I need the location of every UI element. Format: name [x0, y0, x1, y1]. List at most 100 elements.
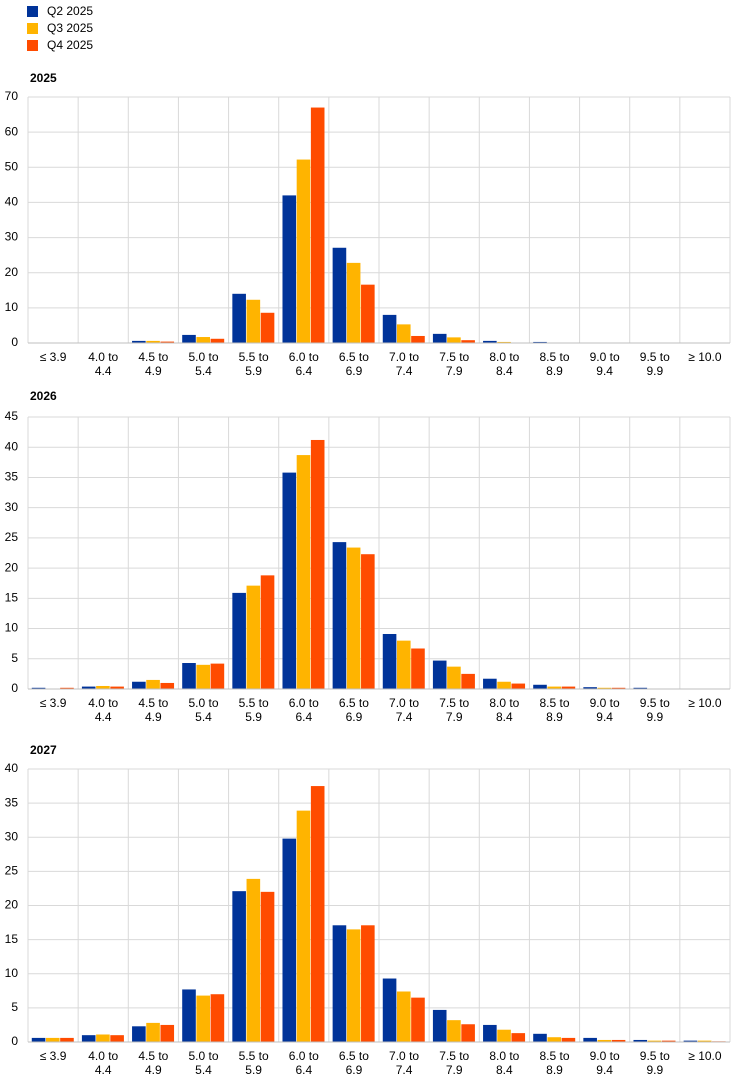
y-tick-label: 15 — [5, 591, 19, 605]
y-tick-label: 15 — [5, 932, 19, 946]
bar — [196, 995, 210, 1042]
bar — [260, 891, 275, 1042]
x-tick-label-line: 5.5 to — [239, 350, 269, 364]
x-tick-label-line: 8.9 — [546, 364, 563, 378]
x-tick-label-line: 9.5 to — [640, 1049, 670, 1063]
x-tick-label: 7.5 to 7.9 — [439, 696, 469, 724]
x-tick-label-line: 4.9 — [145, 1063, 162, 1077]
bar — [683, 1040, 698, 1042]
x-tick-label-line: 6.5 to — [339, 696, 369, 710]
bar — [132, 340, 146, 343]
y-tick-label: 0 — [11, 335, 18, 349]
x-tick-label: 9.5 to 9.9 — [640, 1049, 670, 1077]
x-tick-label-line: 8.4 — [496, 710, 513, 724]
bar — [483, 678, 497, 689]
x-tick-label: 5.0 to 5.4 — [188, 1049, 218, 1077]
bar — [547, 686, 561, 689]
bar — [282, 195, 297, 343]
y-tick-label: 35 — [5, 795, 19, 809]
x-tick-label-line: 7.9 — [446, 364, 463, 378]
x-tick-label-line: 6.0 to — [289, 696, 319, 710]
bar — [697, 1040, 712, 1042]
x-tick-label-line: 7.0 to — [389, 350, 419, 364]
x-tick-label-line: 4.9 — [145, 710, 162, 724]
y-tick-label: 40 — [5, 761, 19, 775]
bar — [332, 247, 347, 343]
legend-label: Q4 2025 — [47, 38, 93, 52]
bar — [182, 989, 196, 1042]
x-tick-label-line: 4.0 to — [88, 350, 118, 364]
x-tick-label-line: 5.9 — [245, 710, 262, 724]
bar — [597, 1039, 612, 1042]
x-tick-label-line: 4.4 — [95, 1063, 112, 1077]
y-tick-label: 40 — [5, 195, 19, 209]
x-tick-label: 7.0 to 7.4 — [389, 696, 419, 724]
x-tick-label: 6.0 to 6.4 — [289, 696, 319, 724]
bar — [310, 107, 325, 344]
x-tick-label: 8.5 to 8.9 — [539, 1049, 569, 1077]
bar — [60, 1037, 74, 1042]
x-tick-label: 4.0 to 4.4 — [88, 350, 118, 378]
bar — [382, 978, 397, 1042]
x-tick-label: 6.0 to 6.4 — [289, 1049, 319, 1077]
bar — [296, 455, 311, 689]
bar — [361, 925, 375, 1042]
y-tick-label: 20 — [5, 898, 19, 912]
bar — [132, 681, 146, 689]
x-tick-label: ≤ 3.9 — [40, 696, 67, 710]
x-tick-label-line: 6.4 — [295, 364, 312, 378]
bar — [232, 592, 246, 689]
bar — [282, 838, 297, 1042]
bar — [246, 878, 261, 1042]
chart-title: 2027 — [30, 743, 57, 757]
x-tick-label: ≤ 3.9 — [40, 350, 67, 364]
bar — [411, 648, 425, 689]
y-tick-label: 60 — [5, 124, 19, 138]
y-tick-label: 25 — [5, 864, 19, 878]
bar — [411, 335, 425, 343]
x-tick-label: 6.0 to 6.4 — [289, 350, 319, 378]
y-tick-label: 20 — [5, 265, 19, 279]
bar — [160, 682, 175, 689]
x-tick-label-line: 5.5 to — [239, 696, 269, 710]
x-tick-label-line: 6.0 to — [289, 1049, 319, 1063]
x-tick-label-line: 4.0 to — [88, 696, 118, 710]
x-tick-label-line: 8.9 — [546, 1063, 563, 1077]
bar — [310, 786, 325, 1042]
bar — [361, 554, 375, 689]
x-tick-label: 5.0 to 5.4 — [188, 350, 218, 378]
x-tick-label: 8.5 to 8.9 — [539, 696, 569, 724]
y-tick-label: 40 — [5, 439, 19, 453]
x-tick-label: 8.0 to 8.4 — [489, 1049, 519, 1077]
bar — [497, 1029, 511, 1042]
x-tick-label-line: 5.5 to — [239, 1049, 269, 1063]
x-tick-label: 4.5 to 4.9 — [138, 350, 168, 378]
bar — [160, 341, 175, 343]
x-tick-label: 7.0 to 7.4 — [389, 1049, 419, 1077]
x-tick-label-line: 7.4 — [396, 1063, 413, 1077]
bar — [533, 1033, 547, 1042]
x-tick-label-line: ≥ 10.0 — [688, 1049, 722, 1063]
bar — [583, 687, 597, 689]
x-tick-label-line: 9.0 to — [590, 1049, 620, 1063]
y-tick-label: 10 — [5, 966, 19, 980]
bar — [432, 333, 447, 343]
bar — [346, 262, 361, 343]
bar — [561, 1037, 576, 1042]
bar — [182, 663, 196, 689]
bar — [432, 1009, 447, 1042]
bar — [361, 284, 375, 343]
x-tick-label-line: 6.0 to — [289, 350, 319, 364]
y-tick-label: 30 — [5, 500, 19, 514]
x-tick-label-line: 4.5 to — [138, 1049, 168, 1063]
bar — [132, 1026, 146, 1042]
chart-title: 2025 — [30, 71, 57, 85]
bar — [346, 929, 361, 1042]
bar — [647, 1040, 662, 1042]
bar — [81, 686, 96, 689]
x-tick-label-line: 6.5 to — [339, 1049, 369, 1063]
x-tick-label-line: 5.0 to — [188, 1049, 218, 1063]
bar — [196, 664, 210, 689]
x-tick-label-line: 8.4 — [496, 364, 513, 378]
y-tick-label: 30 — [5, 230, 19, 244]
